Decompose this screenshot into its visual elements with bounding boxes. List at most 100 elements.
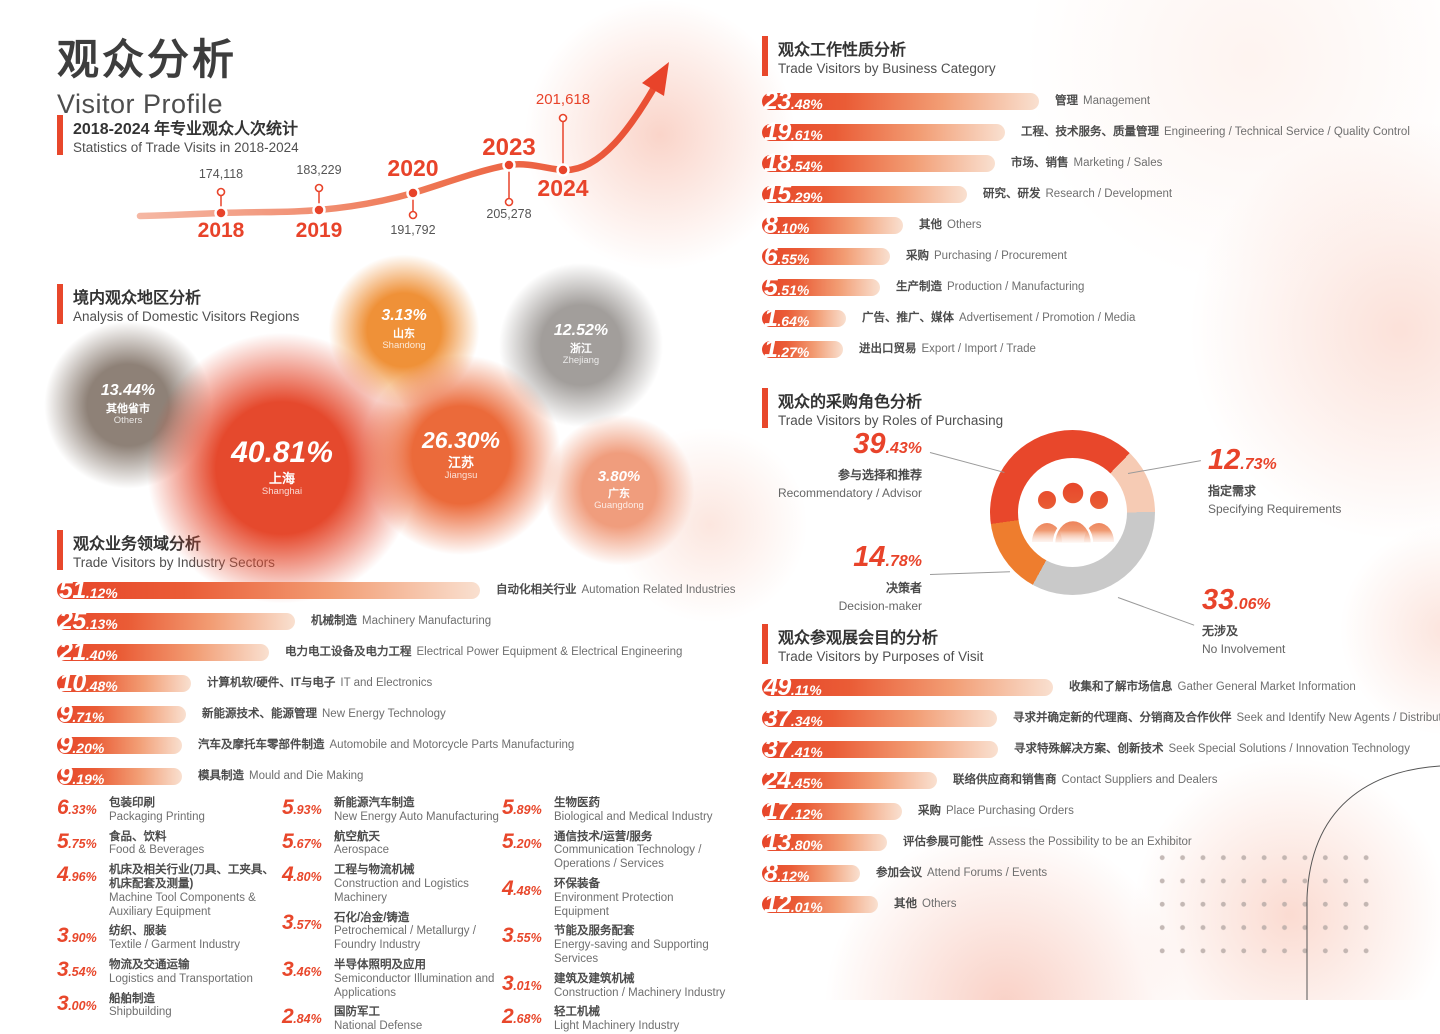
label-zh: 纺织、服装 [109,925,240,939]
section-header-sectors: 观众业务领域分析 Trade Visitors by Industry Sect… [57,530,275,570]
pct-int: 13 [764,828,791,856]
label-en: Semiconductor Illumination and Applicati… [334,973,502,1001]
pct-int: 5 [282,796,293,819]
bar-value: 9.20% [59,730,104,764]
label-zh: 石化/冶金/铸造 [334,912,502,926]
pct-int: 33 [1202,584,1234,616]
label-en: Textile / Garment Industry [109,939,240,953]
label-zh: 工程与物流机械 [334,864,502,878]
label-zh: 管理 [1055,95,1078,107]
pct-frac: .80% [791,837,823,853]
label-en: New Energy Technology [322,708,446,720]
label-zh: 收集和了解市场信息 [1069,681,1173,693]
list-item-value: 3.00% [57,993,109,1014]
pct-int: 4 [282,863,293,886]
label-zh: 寻求特殊解决方案、创新技术 [1014,743,1164,755]
bubble-label-en: Zhejiang [563,356,599,366]
label-zh: 食品、饮料 [109,831,204,845]
bar-value: 6.55% [764,241,809,275]
label-en: Engineering / Technical Service / Qualit… [1164,126,1410,138]
label-en: Communication Technology / Operations / … [554,844,730,872]
bubble-label-en: Others [114,416,143,426]
pct-frac: .45% [791,775,823,791]
label-en: Gather General Market Information [1178,681,1356,693]
bubble-label-en: Shanghai [262,487,302,497]
pct-int: 18 [764,149,791,177]
label-zh: 生物医药 [554,797,713,811]
bar-value: 18.54% [764,148,823,182]
bar-value: 5.51% [764,272,809,306]
label-en: Petrochemical / Metallurgy / Foundry Ind… [334,925,502,953]
pct-int: 3 [282,958,293,981]
pct-int: 14 [853,541,885,573]
visit-value-label: 205,278 [449,207,569,221]
pct-int: 3 [57,958,68,981]
donut-value: 33.06% [1202,586,1440,615]
pct-int: 37 [764,704,791,732]
bubble-value: 3.80% [598,469,641,484]
label-en: Packaging Printing [109,811,205,825]
label-en: Food & Beverages [109,844,204,858]
pct-int: 17 [764,797,791,825]
donut-label-en: Recommendatory / Advisor [682,486,922,500]
section-title-zh: 观众的采购角色分析 [778,388,1003,412]
bar-value: 12.01% [764,889,823,923]
donut-label-zh: 指定需求 [1208,482,1440,499]
bubble-label-en: Jiangsu [445,471,478,481]
label-zh: 采购 [918,805,941,817]
label-en: Machinery Manufacturing [362,615,491,627]
bubble-label-zh: 上海 [269,472,295,486]
pct-frac: .75% [68,837,97,851]
bar-value: 1.64% [764,303,809,337]
label-zh: 新能源汽车制造 [334,797,499,811]
pct-int: 6 [764,242,777,270]
pct-frac: .06% [1234,596,1270,613]
pct-frac: .54% [68,965,97,979]
pct-int: 3 [57,992,68,1015]
pct-frac: .51% [777,282,809,298]
label-en: Biological and Medical Industry [554,811,713,825]
pct-int: 5 [57,830,68,853]
section-marker [57,530,63,570]
pct-int: 9 [59,762,72,790]
pct-frac: .55% [777,251,809,267]
label-en: Seek and Identify New Agents / Distribut… [1237,712,1440,724]
section-header-purposes: 观众参观展会目的分析 Trade Visitors by Purposes of… [762,624,983,664]
label-zh: 轻工机械 [554,1006,679,1020]
label-zh: 通信技术/运营/服务 [554,831,730,845]
pct-frac: .34% [791,713,823,729]
pct-int: 49 [764,673,791,701]
section-title-zh: 观众业务领域分析 [73,530,275,554]
label-en: Marketing / Sales [1074,157,1163,169]
pct-int: 4 [57,863,68,886]
section-marker [762,624,768,664]
list-item-value: 3.55% [502,925,554,946]
pointer-line [930,452,1005,473]
label-en: Mould and Die Making [249,770,363,782]
